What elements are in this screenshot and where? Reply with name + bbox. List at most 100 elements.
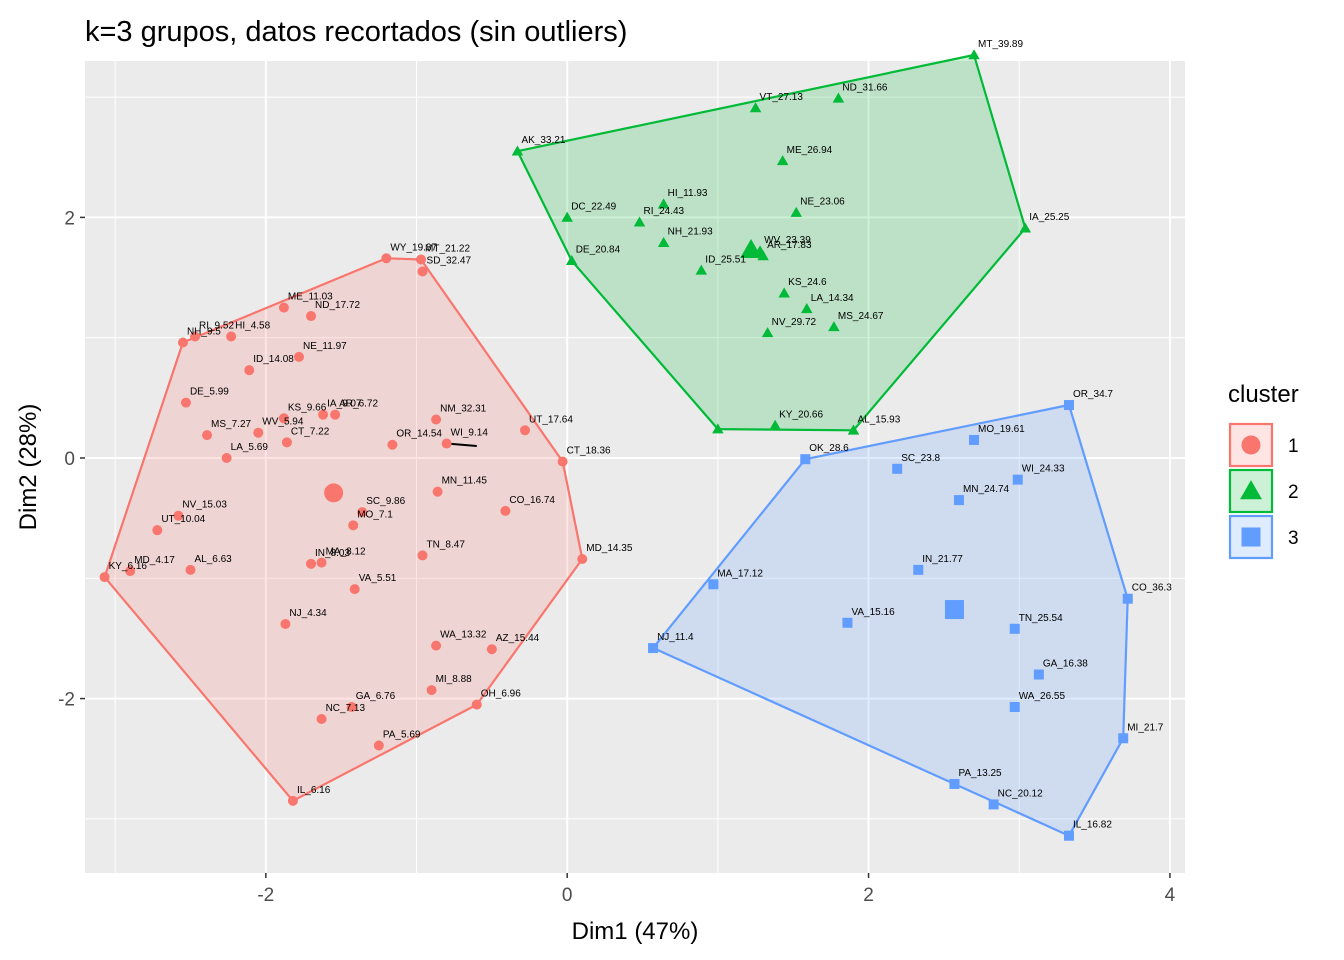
cluster-centroids — [324, 238, 964, 620]
data-point — [557, 456, 568, 467]
point-label: GA_16.38 — [1043, 659, 1088, 670]
data-point — [968, 49, 980, 60]
point-label: MO_7.1 — [357, 509, 393, 520]
legend-label: 2 — [1288, 482, 1299, 503]
y-tick-label: -2 — [58, 690, 75, 711]
plot-panel — [85, 61, 1185, 873]
point-label: AR_6.72 — [339, 399, 378, 410]
data-point — [357, 507, 368, 518]
data-point — [281, 437, 292, 448]
x-tick-label: -2 — [257, 885, 274, 906]
data-point — [278, 413, 289, 424]
point-label: AK_33.21 — [521, 135, 565, 146]
point-label: NC_20.12 — [998, 788, 1043, 799]
legend-key-2 — [1228, 468, 1274, 514]
data-point — [1118, 733, 1129, 744]
data-point — [657, 236, 670, 247]
data-point — [278, 302, 289, 313]
point-label: MO_19.61 — [978, 424, 1025, 435]
point-label: IL_16.82 — [1073, 820, 1112, 831]
point-label: IN_21.77 — [922, 554, 963, 565]
point-label: OR_34.7 — [1073, 389, 1113, 400]
data-point — [648, 643, 659, 654]
point-label: ME_11.03 — [288, 292, 333, 303]
data-point — [431, 414, 442, 425]
data-point — [180, 397, 191, 408]
x-tick-label: 0 — [562, 885, 573, 906]
data-point — [486, 644, 497, 655]
data-point — [280, 618, 291, 629]
point-label: AL_6.63 — [194, 554, 232, 565]
point-label: WV_5.94 — [262, 417, 304, 428]
data-point — [348, 520, 359, 531]
point-label: WA_26.55 — [1019, 691, 1066, 702]
point-label: AR_17.83 — [767, 240, 812, 251]
point-label: MD_4.17 — [134, 555, 175, 566]
point-label: DE_20.84 — [576, 245, 621, 256]
point-label: CO_36.3 — [1132, 583, 1172, 594]
point-label: AZ_15.44 — [496, 633, 540, 644]
point-label: MN_11.45 — [442, 476, 488, 487]
point-label: MI_21.7 — [1127, 722, 1164, 733]
point-label: NE_11.97 — [303, 341, 347, 352]
legend-label: 1 — [1288, 436, 1299, 457]
point-label: NC_7.13 — [326, 703, 366, 714]
point-label: KY_20.66 — [779, 409, 823, 420]
data-point — [177, 337, 188, 348]
point-label: MT_39.89 — [978, 39, 1023, 50]
data-point — [913, 564, 924, 575]
data-point — [316, 557, 327, 568]
point-label: OH_6.96 — [481, 689, 521, 700]
cluster-centroid-1 — [324, 483, 344, 503]
chart-title: k=3 grupos, datos recortados (sin outlie… — [85, 16, 627, 48]
data-point — [1063, 830, 1074, 841]
data-point — [1012, 474, 1023, 485]
point-label: TN_25.54 — [1019, 613, 1063, 624]
legend-title: cluster — [1228, 381, 1299, 408]
data-point — [695, 264, 708, 275]
data-point — [432, 486, 443, 497]
point-label: NH_21.93 — [668, 227, 713, 238]
data-point — [847, 424, 860, 435]
data-point — [318, 409, 329, 420]
data-point — [173, 510, 184, 521]
data-point — [99, 572, 110, 583]
data-point — [185, 564, 196, 575]
point-label: IA_25.25 — [1029, 212, 1069, 223]
data-point — [749, 102, 762, 113]
data-point — [387, 439, 398, 450]
cluster-hull-3 — [651, 403, 1129, 837]
point-label: KY_6.16 — [109, 561, 148, 572]
data-point — [226, 331, 237, 342]
data-point — [152, 525, 163, 536]
data-point — [988, 799, 999, 810]
data-point — [1033, 669, 1044, 680]
data-point — [253, 427, 264, 438]
point-label: MA_17.12 — [717, 568, 763, 579]
data-point — [520, 425, 530, 436]
point-label: HI_4.58 — [235, 320, 270, 331]
point-label: RI_24.43 — [644, 206, 685, 217]
data-point — [349, 584, 360, 595]
data-point — [306, 558, 317, 569]
data-point — [832, 92, 845, 103]
point-label: CT_18.36 — [567, 446, 611, 457]
data-point — [708, 579, 719, 590]
point-label: HI_11.93 — [668, 188, 708, 199]
point-label: ME_26.94 — [787, 145, 833, 156]
point-label: LA_14.34 — [811, 293, 854, 304]
x-axis-title: Dim1 (47%) — [572, 918, 699, 945]
point-label: WI_24.33 — [1022, 464, 1065, 475]
legend-marker-3 — [1241, 527, 1261, 547]
data-point — [426, 685, 437, 696]
point-label: PA_5.69 — [383, 729, 421, 740]
point-label: NH_9.5 — [187, 326, 221, 337]
point-label: OR_14.54 — [396, 429, 442, 440]
point-label: NJ_11.4 — [657, 632, 694, 643]
data-point — [221, 452, 232, 463]
data-point — [776, 155, 789, 166]
point-label: OK_28.6 — [809, 443, 849, 454]
data-point — [431, 640, 442, 651]
point-label: KS_9.66 — [288, 402, 327, 413]
